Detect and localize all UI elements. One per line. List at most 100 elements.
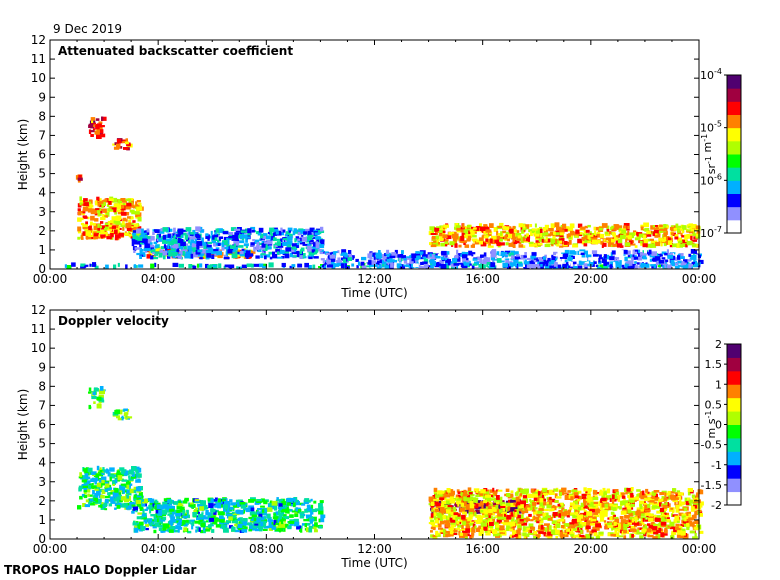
data-cell	[584, 235, 589, 240]
data-cell	[119, 499, 123, 503]
data-cell	[602, 242, 607, 247]
data-cell	[483, 503, 487, 509]
data-cell	[566, 493, 569, 497]
data-cell	[494, 235, 501, 240]
data-cell	[78, 487, 82, 492]
data-cell	[267, 519, 274, 522]
colorbar-segment	[727, 185, 741, 189]
data-cell	[139, 252, 146, 257]
data-cell	[341, 252, 347, 256]
data-cell	[448, 261, 453, 266]
data-cell	[236, 266, 239, 269]
data-cell	[625, 232, 630, 237]
data-cell	[304, 523, 307, 528]
data-cell	[534, 223, 537, 228]
data-cell	[157, 518, 163, 523]
data-cell	[154, 499, 158, 502]
data-cell	[121, 415, 124, 421]
data-cell	[206, 253, 212, 258]
data-cell	[550, 223, 556, 228]
data-cell	[107, 499, 111, 502]
data-cell	[298, 509, 302, 514]
data-cell	[581, 257, 588, 262]
data-cell	[295, 507, 298, 512]
data-cell	[291, 264, 296, 268]
data-cell	[135, 201, 138, 207]
data-cell	[458, 244, 462, 248]
data-cell	[654, 501, 658, 505]
data-cell	[583, 511, 589, 516]
data-cell	[556, 496, 562, 499]
data-cell	[604, 265, 608, 268]
data-cell	[126, 494, 129, 499]
data-cell	[431, 236, 438, 240]
data-cell	[487, 524, 494, 528]
data-cell	[114, 487, 119, 493]
data-cell	[424, 254, 428, 258]
data-cell	[620, 525, 626, 530]
data-cell	[551, 256, 556, 260]
data-cell	[284, 505, 287, 510]
data-cell	[90, 134, 94, 137]
data-cell	[88, 500, 91, 504]
data-cell	[85, 499, 89, 503]
data-cell	[280, 498, 285, 502]
data-cell	[131, 199, 134, 204]
data-cell	[377, 264, 383, 268]
data-cell	[183, 229, 188, 232]
data-cell	[581, 240, 585, 245]
data-cell	[192, 229, 196, 232]
data-cell	[296, 251, 300, 254]
data-cell	[640, 241, 644, 246]
data-cell	[211, 240, 216, 244]
colorbar-frame	[726, 74, 742, 234]
data-cell	[591, 237, 598, 241]
data-cell	[582, 233, 586, 237]
data-cell	[687, 491, 691, 496]
data-cell	[586, 520, 593, 525]
data-cell	[131, 475, 137, 479]
data-cell	[502, 262, 509, 268]
data-cell	[514, 256, 520, 261]
data-cell	[220, 252, 224, 256]
data-cell	[524, 252, 527, 255]
data-cell	[505, 260, 509, 263]
data-cell	[415, 259, 419, 263]
data-cell	[529, 498, 532, 502]
data-cell	[654, 256, 661, 261]
data-cell	[624, 519, 629, 524]
data-cell	[664, 492, 669, 496]
data-cell	[598, 510, 603, 515]
data-cell	[223, 507, 226, 512]
data-cell	[306, 514, 312, 519]
data-cell	[146, 228, 150, 233]
data-cell	[186, 509, 189, 515]
data-cell	[445, 264, 450, 269]
data-cell	[617, 238, 623, 243]
data-cell	[628, 518, 634, 523]
data-cell	[249, 511, 254, 516]
data-cell	[497, 225, 503, 228]
data-cell	[191, 243, 197, 248]
data-cell	[671, 532, 674, 538]
data-cell	[242, 521, 247, 526]
data-cell	[263, 516, 267, 520]
data-cell	[483, 491, 490, 496]
data-cell	[90, 221, 93, 225]
data-cell	[312, 242, 316, 247]
data-cell	[318, 525, 323, 529]
data-cell	[308, 256, 313, 260]
data-cell	[254, 523, 259, 526]
data-cell	[253, 521, 259, 525]
data-cell	[100, 495, 105, 499]
data-cell	[183, 247, 188, 253]
data-cell	[218, 254, 223, 258]
data-cell	[332, 252, 337, 256]
data-cell	[234, 228, 241, 231]
data-cell	[219, 525, 223, 529]
data-cell	[454, 527, 460, 530]
data-cell	[421, 254, 427, 258]
data-cell	[136, 205, 140, 208]
data-cell	[651, 240, 658, 244]
data-cell	[120, 487, 126, 491]
